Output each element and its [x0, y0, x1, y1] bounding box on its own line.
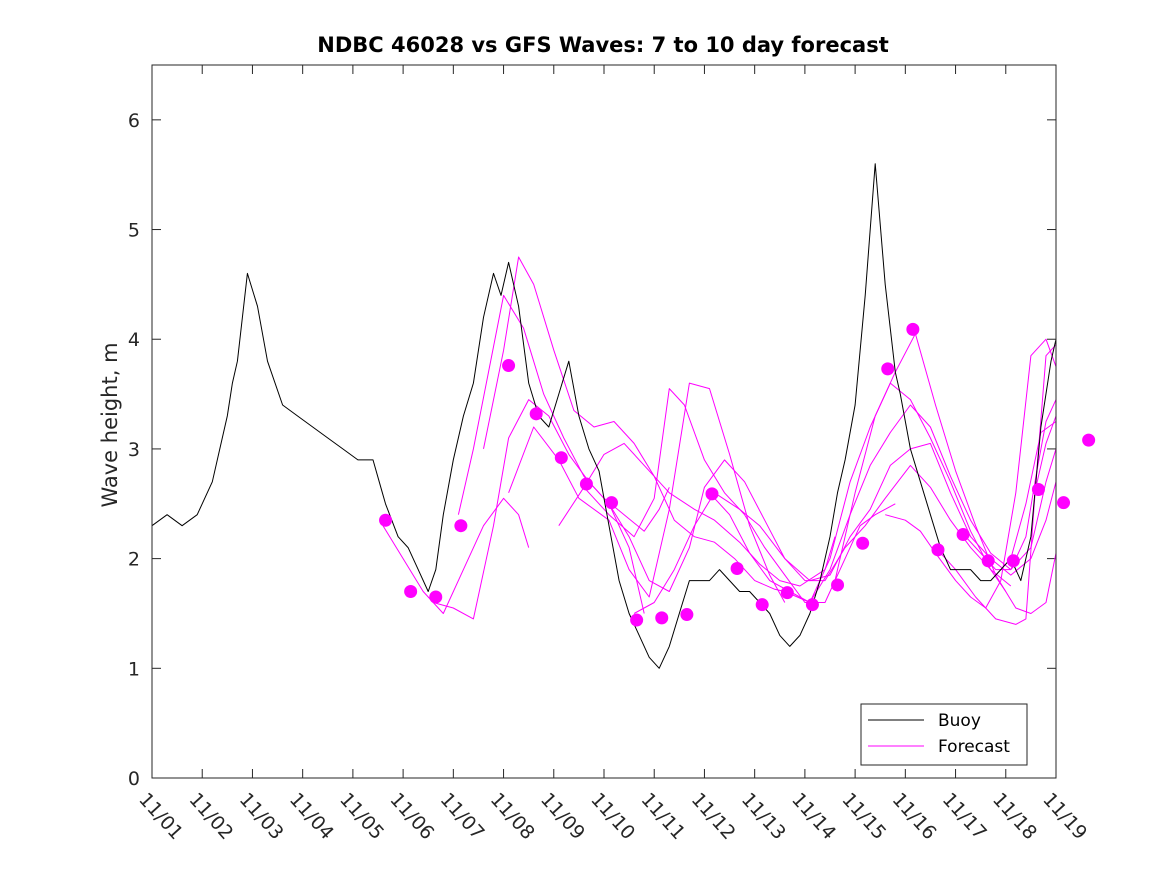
- forecast-marker: [856, 536, 870, 550]
- x-tick-label: 11/12: [687, 789, 740, 844]
- x-tick-label: 11/13: [737, 789, 790, 844]
- x-tick-label: 11/01: [134, 789, 187, 844]
- y-tick-labels: 0 1 2 3 4 5 6: [128, 110, 140, 790]
- forecast-line: [508, 382, 786, 603]
- forecast-marker: [831, 578, 845, 592]
- forecast-line: [935, 344, 1057, 625]
- plot-frame: [151, 64, 1057, 779]
- forecast-line: [834, 333, 1057, 614]
- x-tick-label: 11/16: [888, 789, 941, 844]
- x-tick-label: 11/10: [586, 789, 639, 844]
- x-tick-label: 11/09: [536, 789, 589, 844]
- y-tick-label: 2: [128, 549, 140, 571]
- forecast-line: [583, 388, 896, 603]
- forecast-marker: [805, 598, 819, 612]
- forecast-marker: [906, 322, 920, 336]
- forecast-marker: [630, 613, 644, 627]
- x-tick-label: 11/17: [938, 789, 991, 844]
- legend-box: [860, 703, 1028, 766]
- forecast-marker: [605, 496, 619, 510]
- x-tick-label: 11/03: [235, 789, 288, 844]
- forecast-marker: [379, 513, 393, 527]
- y-tick-label: 1: [128, 658, 140, 680]
- forecast-marker: [554, 451, 568, 465]
- forecast-markers: [379, 322, 1096, 627]
- forecast-line: [457, 294, 670, 532]
- y-axis-label: Wave height, m: [98, 342, 122, 507]
- x-tick-label: 11/06: [385, 789, 438, 844]
- x-tick-label: 11/11: [637, 789, 690, 844]
- y-tick-label: 5: [128, 220, 140, 242]
- y-tick-label: 3: [128, 439, 140, 461]
- x-tick-label: 11/14: [787, 789, 840, 844]
- forecast-marker: [1057, 496, 1071, 510]
- forecast-marker: [1031, 483, 1045, 497]
- x-tick-label: 11/05: [335, 789, 388, 844]
- forecast-line: [1035, 415, 1057, 488]
- y-tick-label: 6: [128, 110, 140, 132]
- forecast-marker: [404, 585, 418, 599]
- chart-title: NDBC 46028 vs GFS Waves: 7 to 10 day for…: [317, 33, 888, 57]
- x-tick-label: 11/18: [988, 789, 1041, 844]
- forecast-marker: [956, 527, 970, 541]
- forecast-line: [558, 442, 836, 587]
- x-tick-labels: 11/0111/0211/0311/0411/0511/0611/0711/08…: [134, 789, 1091, 844]
- forecast-marker: [730, 561, 744, 575]
- forecast-marker: [429, 590, 443, 604]
- forecast-marker: [502, 359, 516, 373]
- forecast-marker: [780, 586, 794, 600]
- forecast-marker: [529, 407, 543, 421]
- x-tick-label: 11/02: [185, 789, 238, 844]
- forecast-marker: [981, 554, 995, 568]
- forecast-marker: [705, 487, 719, 501]
- forecast-line: [885, 338, 1057, 609]
- plot-background: [152, 65, 1056, 778]
- x-tick-label: 11/04: [285, 789, 338, 844]
- forecast-line: [433, 399, 645, 620]
- forecast-line: [633, 442, 1057, 614]
- legend-buoy-label: Buoy: [938, 711, 981, 731]
- y-tick-label: 4: [128, 329, 140, 351]
- forecast-marker: [655, 611, 669, 625]
- series-layer: [151, 163, 1057, 669]
- forecast-line: [784, 382, 1007, 603]
- forecast-line: [608, 459, 1012, 592]
- x-tick-label: 11/15: [837, 789, 890, 844]
- forecast-marker: [881, 362, 895, 376]
- y-tick-label: 0: [128, 768, 140, 790]
- forecast-marker: [1082, 433, 1096, 447]
- forecast-marker: [579, 477, 593, 491]
- forecast-marker: [454, 519, 468, 533]
- forecast-marker: [680, 608, 694, 622]
- legend: Buoy Forecast: [860, 703, 1028, 766]
- forecast-marker: [1006, 554, 1020, 568]
- forecast-line: [1010, 421, 1057, 559]
- buoy-line: [151, 163, 1057, 669]
- forecast-marker: [931, 543, 945, 557]
- forecast-line: [960, 399, 1057, 571]
- forecast-marker: [755, 598, 769, 612]
- x-tick-label: 11/19: [1038, 789, 1091, 844]
- x-tick-label: 11/08: [486, 789, 539, 844]
- legend-forecast-label: Forecast: [938, 737, 1010, 757]
- x-tick-label: 11/07: [436, 789, 489, 844]
- forecast-line: [382, 497, 530, 614]
